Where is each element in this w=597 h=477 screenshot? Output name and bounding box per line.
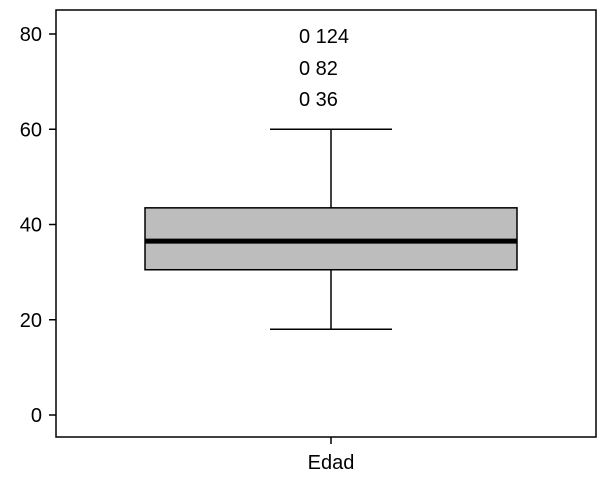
y-tick-label: 20 xyxy=(20,310,42,332)
y-axis: 0 20 40 60 80 xyxy=(20,24,56,427)
outlier-label: 0 36 xyxy=(299,89,338,111)
y-tick-label: 60 xyxy=(20,119,42,141)
outlier-label: 0 124 xyxy=(299,26,349,48)
y-tick-label: 80 xyxy=(20,24,42,46)
x-tick-label: Edad xyxy=(308,452,355,474)
y-tick-label: 40 xyxy=(20,215,42,237)
outlier-labels: 0 124 0 82 0 36 xyxy=(299,26,349,111)
y-tick-label: 0 xyxy=(31,405,42,427)
box-plot xyxy=(144,128,518,331)
x-axis: Edad xyxy=(308,437,355,474)
outlier-label: 0 82 xyxy=(299,58,338,80)
plot-frame xyxy=(55,9,597,438)
